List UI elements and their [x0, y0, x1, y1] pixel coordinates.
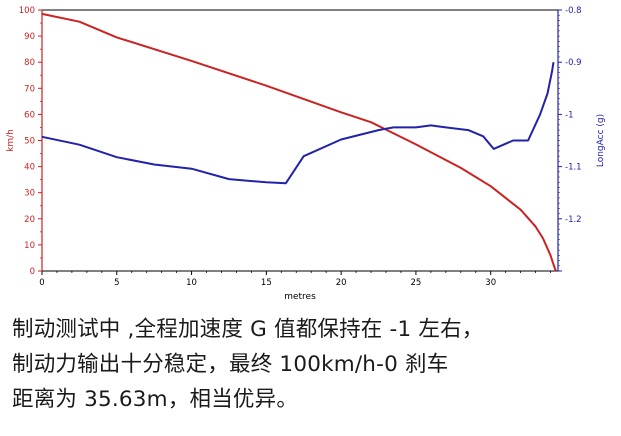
y-left-tick-label-7: 70	[24, 84, 35, 94]
caption-line-1: 制动测试中 ,全程加速度 G 值都保持在 -1 左右，	[12, 317, 484, 342]
y-right-tick-label-3: -1	[565, 110, 573, 120]
x-tick-label-3: 15	[261, 278, 272, 288]
y-left-tick-label-4: 40	[24, 163, 35, 173]
y-right-tick-label-4: -0.9	[565, 58, 582, 68]
y-left-tick-label-0: 0	[30, 267, 35, 277]
y-left-tick-label-8: 80	[24, 58, 35, 68]
longacc-series-line	[41, 62, 555, 185]
y-left-tick-label-5: 50	[24, 137, 35, 147]
y-right-tick-label-2: -1.1	[565, 163, 582, 173]
caption-line-3: 距离为 35.63m，相当优异。	[12, 387, 299, 412]
y-left-tick-label-2: 20	[24, 215, 35, 225]
x-tick-label-0: 0	[39, 278, 44, 288]
x-axis-label: metres	[284, 292, 316, 302]
x-tick-label-2: 10	[186, 278, 197, 288]
y-left-tick-label-1: 10	[24, 241, 35, 251]
x-tick-label-1: 5	[114, 278, 119, 288]
y-left-tick-label-3: 30	[24, 189, 35, 199]
speed-series-line	[41, 12, 557, 272]
x-tick-label-6: 30	[485, 278, 496, 288]
caption-line-2: 制动力输出十分稳定，最终 100km/h-0 刹车	[12, 352, 449, 377]
braking-chart: 0 5 10 15 20 25 30 0 10 20 30 40 50 60 70 80 90 100 -1.2 -1…	[6, 6, 606, 302]
x-tick-label-5: 25	[410, 278, 421, 288]
x-tick-label-4: 20	[336, 278, 347, 288]
y-right-tick-label-5: -0.8	[565, 6, 582, 16]
y-right-axis-label: LongAcc (g)	[596, 114, 606, 167]
y-left-tick-label-10: 100	[19, 6, 35, 16]
plot-frame	[41, 9, 559, 272]
y-right-tick-label-1: -1.2	[565, 215, 582, 225]
y-left-axis-label: km/h	[6, 129, 16, 152]
y-left-tick-label-6: 60	[24, 110, 35, 120]
y-left-tick-label-9: 90	[24, 32, 35, 42]
caption: 制动测试中 ,全程加速度 G 值都保持在 -1 左右， 制动力输出十分稳定，最终…	[12, 312, 612, 417]
